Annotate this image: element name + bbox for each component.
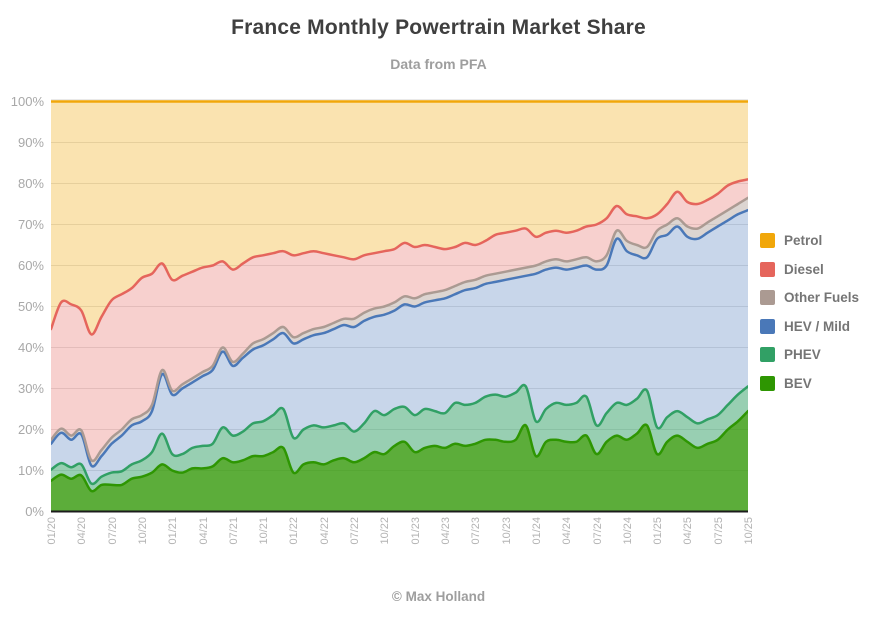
x-tick-label-10-23: 10/23 (500, 517, 513, 545)
x-tick-label-01-20: 01/20 (46, 517, 58, 545)
area-diesel (51, 179, 748, 461)
legend-swatch (760, 347, 775, 362)
plot-svg (49, 99, 750, 513)
x-tick-label-07-23: 07/23 (470, 517, 483, 545)
y-tick-label-60: 60% (17, 257, 44, 273)
y-tick-label-0: 0% (25, 503, 44, 519)
line-bev (49, 409, 750, 493)
x-tick-label-01-23: 01/23 (409, 517, 422, 545)
area-bev (51, 411, 748, 512)
area-hev-mild (51, 210, 748, 484)
legend-item-hev-mild: HEV / Mild (760, 318, 859, 334)
x-tick-label-10-24: 10/24 (621, 517, 634, 545)
y-tick-label-50: 50% (17, 298, 44, 314)
legend-swatch (760, 375, 775, 391)
area-petrol (51, 101, 748, 335)
line-diesel (49, 178, 750, 336)
credit-text: © Max Holland (391, 589, 486, 604)
y-tick-label-70: 70% (17, 216, 44, 232)
x-tick-label-04-22: 04/22 (318, 517, 331, 545)
line-other-fuels (49, 196, 750, 463)
legend-swatch (760, 290, 775, 305)
page-title: France Monthly Powertrain Market Share (231, 16, 646, 39)
area-other-fuels (51, 197, 748, 467)
x-tick-label-10-25: 10/25 (743, 517, 755, 545)
legend-item-other-fuels: Other Fuels (760, 290, 859, 305)
chart-subtitle: Data from PFA (390, 56, 487, 72)
legend-item-phev: PHEV (760, 347, 859, 362)
x-tick-label-10-21: 10/21 (258, 517, 271, 545)
x-tick-label-01-25: 01/25 (652, 517, 665, 545)
legend-item-bev: BEV (760, 375, 859, 391)
x-tick-label-04-23: 04/23 (440, 517, 452, 545)
x-tick-label-01-21: 01/21 (167, 517, 180, 545)
y-tick-label-20: 20% (17, 421, 44, 437)
x-tick-label-07-20: 07/20 (106, 517, 119, 545)
legend: Petrol Diesel Other Fuels HEV / Mild PHEV BEV (760, 233, 859, 404)
line-phev (49, 383, 750, 486)
legend-label: PHEV (784, 347, 821, 362)
legend-swatch (760, 261, 775, 277)
legend-item-diesel: Diesel (760, 261, 859, 277)
plot-area (49, 99, 750, 514)
y-tick-label-30: 30% (17, 380, 44, 396)
legend-label: HEV / Mild (784, 318, 851, 334)
legend-label: Other Fuels (784, 290, 860, 305)
x-tick-label-07-24: 07/24 (591, 517, 604, 545)
x-tick-label-04-20: 04/20 (76, 517, 89, 545)
y-tick-label-10: 10% (17, 462, 44, 478)
x-tick-label-04-21: 04/21 (197, 517, 210, 545)
legend-swatch (760, 318, 775, 334)
area-phev (51, 385, 748, 492)
y-tick-label-80: 80% (17, 175, 44, 191)
legend-label: Diesel (784, 261, 824, 277)
legend-label: Petrol (784, 233, 823, 248)
y-tick-label-90: 90% (17, 134, 44, 150)
x-tick-label-01-22: 01/22 (288, 517, 301, 545)
legend-swatch (760, 233, 775, 248)
x-tick-label-01-24: 01/24 (530, 517, 543, 545)
legend-label: BEV (784, 375, 812, 391)
x-tick-label-04-24: 04/24 (561, 517, 574, 545)
x-tick-label-07-21: 07/21 (227, 517, 240, 545)
x-tick-label-10-20: 10/20 (136, 517, 149, 545)
x-tick-label-10-22: 10/22 (379, 517, 392, 545)
x-tick-label-07-25: 07/25 (712, 517, 725, 545)
y-tick-label-40: 40% (17, 339, 44, 355)
x-tick-label-04-25: 04/25 (682, 517, 695, 545)
y-tick-label-100: 100% (10, 93, 44, 109)
legend-item-petrol: Petrol (760, 233, 859, 248)
x-tick-label-07-22: 07/22 (349, 517, 361, 545)
